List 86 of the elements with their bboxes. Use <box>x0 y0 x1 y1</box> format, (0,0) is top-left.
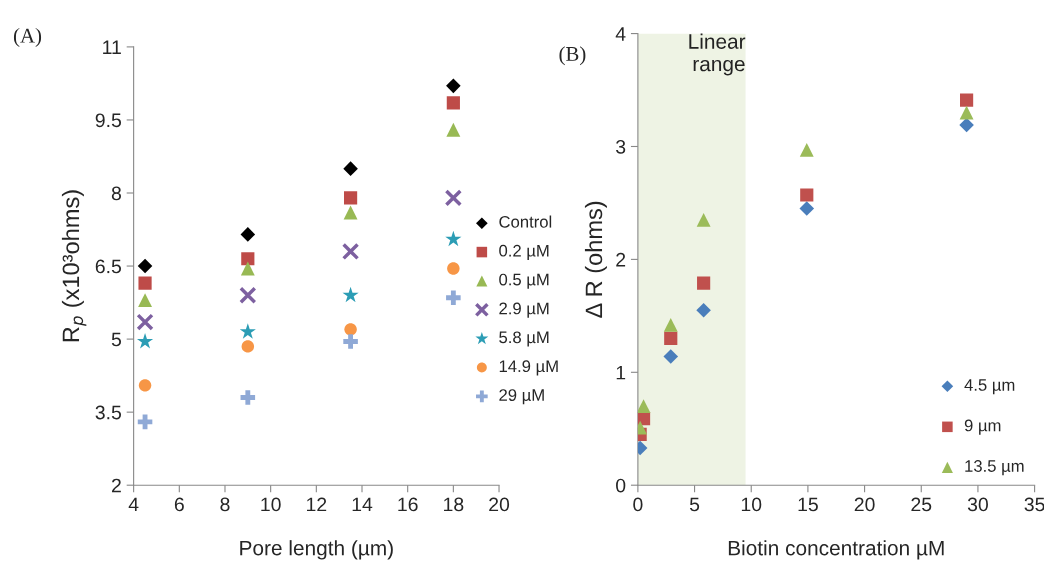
legend-label: 5.8 µM <box>499 331 549 347</box>
point <box>138 276 152 290</box>
point <box>241 252 255 266</box>
y-axis-title: Δ R (ohms) <box>584 201 607 318</box>
x-tick-label: 35 <box>1024 497 1044 512</box>
text: (A) <box>13 28 42 47</box>
point <box>663 349 679 364</box>
point <box>697 276 711 290</box>
y-tick-label: 2 <box>616 252 626 267</box>
y-tick-label: 6.5 <box>95 259 122 274</box>
point <box>343 161 358 176</box>
point <box>136 313 154 331</box>
x-tick-label: 6 <box>174 497 184 512</box>
x-tick-label: 20 <box>854 497 875 512</box>
point <box>446 290 461 305</box>
legend-label: 2.9 µM <box>499 302 549 318</box>
point <box>137 258 153 274</box>
point <box>138 293 152 308</box>
y-tick-label: 3 <box>616 139 626 154</box>
point <box>343 334 358 349</box>
legend-label: Control <box>499 215 552 228</box>
legend-label: 29 µM <box>499 389 544 405</box>
point <box>344 191 358 205</box>
point <box>446 96 460 110</box>
x-tick-label: 0 <box>633 497 643 512</box>
legend-label: 0.2 µM <box>499 244 549 260</box>
point <box>696 212 711 227</box>
x-tick-label: 15 <box>798 497 818 512</box>
y-tick-label: 9.5 <box>95 113 122 128</box>
x-tick-label: 25 <box>911 497 932 512</box>
point <box>343 205 358 220</box>
y-tick-label: 5 <box>111 332 122 347</box>
point <box>240 227 256 242</box>
point <box>342 286 359 303</box>
x-tick-label: 8 <box>220 497 230 512</box>
point <box>239 286 257 304</box>
point <box>959 105 974 120</box>
y-tick-label: 11 <box>103 40 121 54</box>
point <box>241 340 255 353</box>
x-axis-title: Pore length (µm) <box>240 540 393 560</box>
y-tick-label: 1 <box>616 365 626 380</box>
point <box>696 302 711 318</box>
point <box>240 261 255 276</box>
legend-label: 4.5 µm <box>964 379 1015 395</box>
legend-label: 0.5 µM <box>499 273 549 289</box>
x-tick-label: 12 <box>307 497 327 512</box>
point <box>344 323 357 336</box>
point <box>664 331 678 346</box>
point <box>960 93 974 107</box>
x-tick-label: 18 <box>444 497 464 512</box>
text: (B) <box>559 46 586 66</box>
point <box>447 262 460 275</box>
legend-label: 9 µm <box>964 419 1001 435</box>
x-tick-label: 14 <box>352 497 373 512</box>
legend-label: 13.5 µm <box>965 460 1024 476</box>
x-tick-label: 20 <box>489 497 510 512</box>
y-tick-label: 2 <box>111 478 121 493</box>
point <box>637 399 651 414</box>
x-tick-label: 4 <box>128 497 139 512</box>
point <box>137 414 153 430</box>
point <box>800 188 814 202</box>
point <box>446 122 461 137</box>
x-tick-label: 16 <box>398 497 418 512</box>
point <box>138 379 152 392</box>
point <box>799 142 814 157</box>
point <box>136 333 154 349</box>
y-tick-label: 3.5 <box>95 405 122 420</box>
point <box>239 323 256 339</box>
point <box>663 317 678 332</box>
point <box>341 242 360 261</box>
y-tick-label: 0 <box>616 478 626 493</box>
x-tick-label: 10 <box>741 497 762 512</box>
x-axis-title: Biotin concentration µM <box>728 540 944 560</box>
y-tick-label: 4 <box>615 27 626 41</box>
x-tick-label: 30 <box>967 497 988 512</box>
legend-label: 14.9 µM <box>499 360 558 376</box>
x-tick-label: 5 <box>689 497 700 512</box>
y-tick-label: 8 <box>111 186 121 201</box>
point <box>240 390 256 405</box>
point <box>445 230 462 247</box>
y-axis-title: R$_{p}$ (x10³ohms) <box>61 190 87 342</box>
point <box>444 189 463 207</box>
point <box>446 78 461 94</box>
band-label: Linear range <box>689 33 746 76</box>
x-tick-label: 10 <box>261 497 281 512</box>
point <box>799 201 815 216</box>
